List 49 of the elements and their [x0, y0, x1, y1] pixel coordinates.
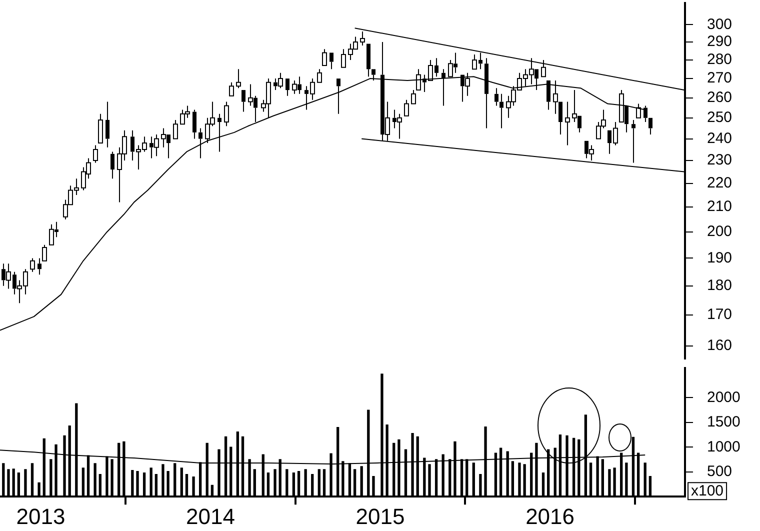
y-tick-label: 290	[707, 33, 732, 50]
y-tick-label: 190	[707, 249, 732, 266]
candlestick	[106, 101, 110, 148]
x-tick-label: 2013	[16, 504, 66, 529]
y-tick-label: 180	[707, 276, 732, 294]
candlestick	[110, 151, 114, 180]
x-tick-label: 2015	[356, 504, 405, 529]
candlestick	[93, 144, 98, 164]
candlestick	[98, 113, 103, 144]
x-tick-label: 2014	[186, 504, 235, 529]
y-tick-label: 210	[707, 198, 732, 216]
candlestick	[317, 68, 322, 83]
y-axis-title: x100	[691, 482, 724, 500]
y-tick-label: 260	[707, 88, 732, 106]
y-tick-label: 220	[707, 174, 732, 192]
y-tick-label: 300	[707, 16, 732, 33]
candlestick	[366, 44, 370, 78]
candlestick	[546, 80, 550, 110]
y-tick-label: 500	[707, 463, 732, 480]
y-tick-label: 1000	[707, 438, 740, 456]
candlestick	[236, 68, 241, 89]
candlestick	[341, 48, 346, 68]
y-tick-label: 1500	[707, 414, 740, 431]
candlestick	[565, 101, 570, 146]
y-tick-label: 250	[707, 109, 732, 126]
x-tick-label: 2016	[526, 504, 575, 529]
candlestick	[38, 258, 42, 276]
y-tick-label: 160	[707, 337, 732, 354]
y-tick-label: 270	[707, 70, 732, 87]
candlestick	[30, 258, 35, 272]
candlestick	[242, 90, 246, 112]
candlestick	[286, 78, 290, 96]
y-tick-label: 170	[707, 306, 732, 324]
y-tick-label: 240	[707, 130, 732, 147]
y-tick-label: 200	[707, 223, 732, 240]
candlestick	[494, 88, 498, 106]
y-tick-label: 2000	[707, 388, 740, 406]
candlestick	[500, 93, 504, 129]
y-tick-label: 230	[707, 152, 732, 169]
candlestick	[541, 59, 546, 78]
y-tick-label: 280	[707, 51, 732, 68]
candlestick	[198, 128, 202, 159]
candlestick	[330, 52, 334, 70]
candlestick	[218, 113, 222, 152]
candlestick	[632, 119, 636, 164]
candlestick	[192, 109, 196, 140]
candlestick	[648, 118, 652, 136]
candlestick	[360, 31, 365, 46]
candlestick	[336, 78, 340, 114]
